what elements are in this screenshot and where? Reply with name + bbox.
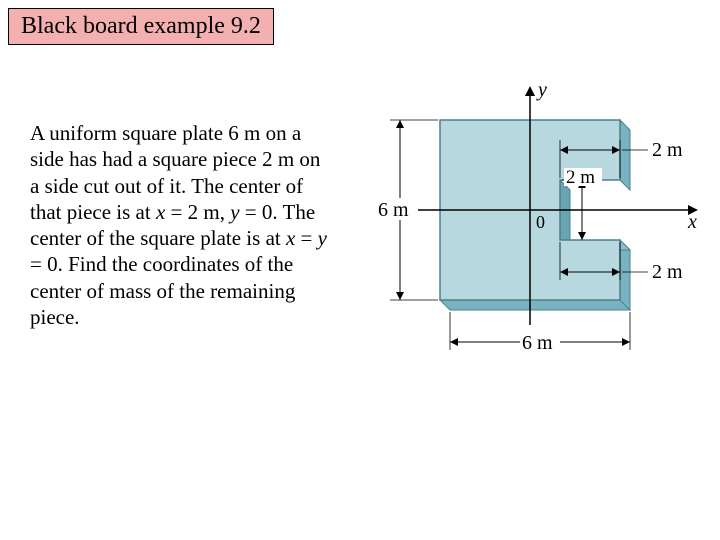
dim-left-arrow-bot xyxy=(396,292,404,300)
var-x: x xyxy=(156,200,165,224)
problem-text: A uniform square plate 6 m on a side has… xyxy=(30,120,330,330)
dim-bot-arrow-l xyxy=(450,338,458,346)
plate-diagram: y x 0 6 m 6 m 2 m 2 m 2 m xyxy=(370,80,710,420)
text-part: = xyxy=(295,226,317,250)
dim-2m-mid: 2 m xyxy=(566,167,595,188)
title-text: Black board example 9.2 xyxy=(21,13,261,39)
text-part: = 2 m, xyxy=(165,200,230,224)
y-axis-arrow xyxy=(525,86,535,96)
dim-6m-bottom: 6 m xyxy=(522,332,553,354)
var-y: y xyxy=(318,226,327,250)
plate-bottom-face xyxy=(440,300,630,310)
x-axis-label: x xyxy=(687,211,697,233)
var-x: x xyxy=(286,226,295,250)
dim-left-arrow-top xyxy=(396,120,404,128)
y-axis-label: y xyxy=(536,80,547,101)
dim-2m-top: 2 m xyxy=(652,139,683,161)
dim-2m-mid-arr-b xyxy=(578,232,586,240)
dim-bot-arrow-r xyxy=(622,338,630,346)
title-box: Black board example 9.2 xyxy=(8,8,274,45)
origin-label: 0 xyxy=(536,212,545,232)
dim-6m-left: 6 m xyxy=(378,199,409,221)
plate-right-face-upper xyxy=(620,120,630,190)
text-part: = 0. Find the coordinates of the center … xyxy=(30,252,295,329)
dim-2m-bot: 2 m xyxy=(652,261,683,283)
var-y: y xyxy=(230,200,239,224)
